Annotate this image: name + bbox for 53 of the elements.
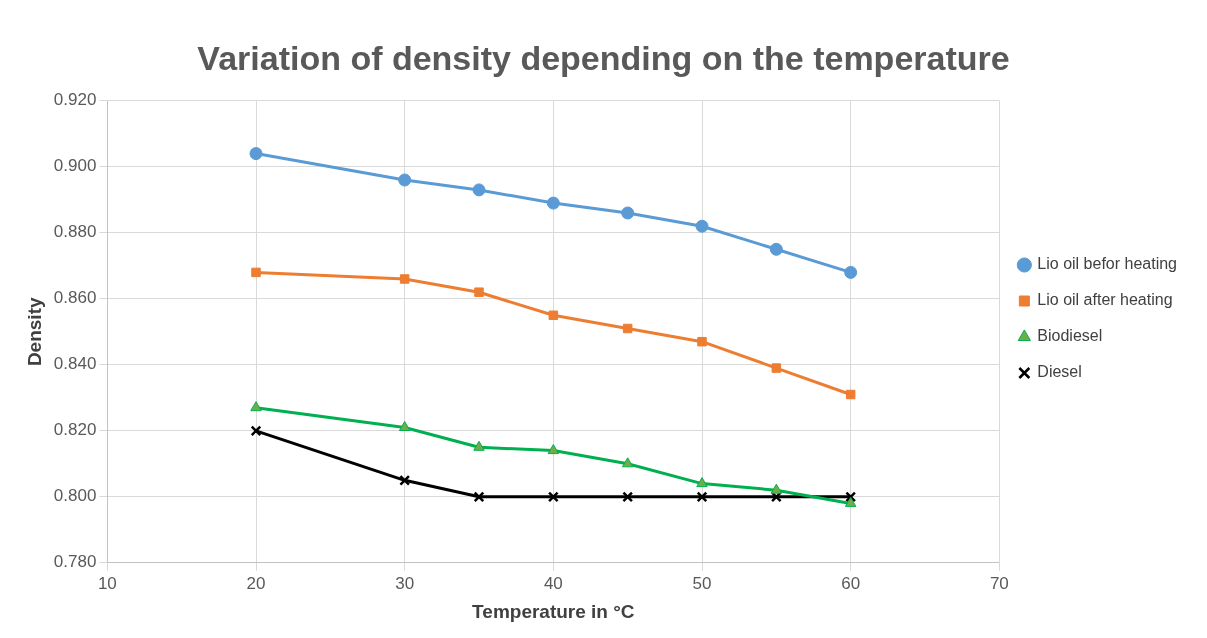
point xyxy=(697,336,707,347)
y-tick-label: 0.920 xyxy=(53,90,97,110)
point xyxy=(844,496,857,507)
point xyxy=(472,183,486,197)
point xyxy=(621,457,634,468)
y-tick-label: 0.840 xyxy=(53,354,97,374)
chart-title: Variation of density depending on the temperature xyxy=(197,38,1010,77)
y-tick-label: 0.800 xyxy=(53,486,97,506)
point xyxy=(621,206,635,220)
y-tick-label: 0.820 xyxy=(53,420,97,440)
y-axis-title: Density xyxy=(23,297,45,367)
point xyxy=(546,196,560,210)
point xyxy=(547,491,559,503)
point xyxy=(398,173,412,187)
legend-label: Lio oil befor heating xyxy=(1037,255,1177,273)
point xyxy=(547,444,560,455)
x-tick-label: 10 xyxy=(97,573,117,593)
point xyxy=(399,474,411,486)
point xyxy=(473,491,485,503)
point xyxy=(622,323,633,334)
point xyxy=(845,491,857,503)
point xyxy=(250,401,262,412)
point xyxy=(771,363,782,373)
x-tick-label: 20 xyxy=(246,573,266,593)
point xyxy=(251,267,261,278)
point xyxy=(769,242,783,256)
legend-label: Diesel xyxy=(1037,363,1082,381)
point xyxy=(399,274,410,284)
point xyxy=(398,421,411,431)
x-tick-label: 50 xyxy=(692,573,712,593)
x-tick-label: 30 xyxy=(395,573,415,593)
legend-label: Lio oil after heating xyxy=(1037,291,1173,309)
point xyxy=(844,265,858,279)
point xyxy=(473,440,485,451)
point xyxy=(845,389,856,400)
y-tick-label: 0.780 xyxy=(53,552,97,572)
y-tick-label: 0.860 xyxy=(53,288,97,308)
y-tick-label: 0.900 xyxy=(53,156,97,176)
point xyxy=(622,491,634,503)
point xyxy=(695,219,709,233)
point xyxy=(696,491,708,503)
x-tick-label: 70 xyxy=(989,573,1009,593)
point xyxy=(548,310,559,321)
point xyxy=(474,287,484,297)
y-tick-label: 0.880 xyxy=(53,222,97,242)
x-tick-label: 40 xyxy=(543,573,563,593)
point xyxy=(770,483,783,494)
legend-label: Biodiesel xyxy=(1037,327,1103,345)
x-tick-label: 60 xyxy=(841,573,861,593)
point xyxy=(696,477,708,488)
point xyxy=(249,147,263,161)
x-axis-title: Temperature in °C xyxy=(472,600,635,622)
point xyxy=(250,425,262,437)
